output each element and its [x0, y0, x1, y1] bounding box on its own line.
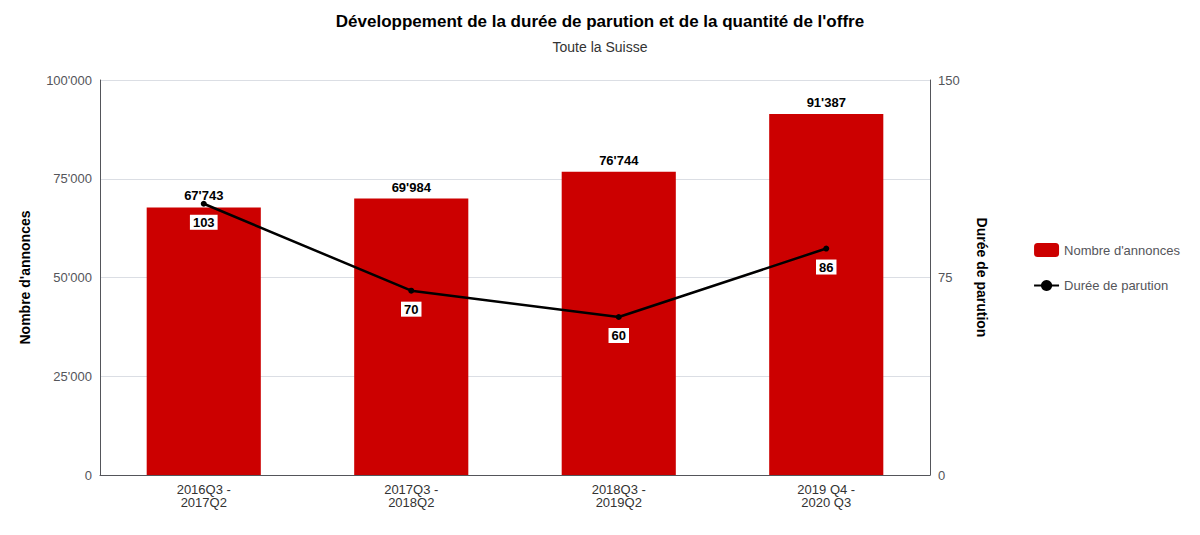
svg-text:75'000: 75'000: [53, 171, 92, 186]
svg-text:2019Q2: 2019Q2: [596, 495, 642, 510]
svg-text:Nombre d'annonces: Nombre d'annonces: [1064, 243, 1180, 258]
svg-text:60: 60: [612, 328, 626, 343]
svg-text:86: 86: [819, 260, 833, 275]
svg-text:50'000: 50'000: [53, 270, 92, 285]
svg-text:91'387: 91'387: [807, 95, 846, 110]
svg-text:150: 150: [938, 73, 960, 88]
svg-text:76'744: 76'744: [599, 153, 639, 168]
svg-text:70: 70: [404, 302, 418, 317]
svg-text:2017Q3 -: 2017Q3 -: [384, 482, 439, 497]
svg-text:2020 Q3: 2020 Q3: [801, 495, 851, 510]
svg-text:Développement de la durée de p: Développement de la durée de parution et…: [336, 12, 864, 31]
svg-text:2019 Q4 -: 2019 Q4 -: [797, 482, 856, 497]
svg-text:0: 0: [85, 468, 92, 483]
svg-text:100'000: 100'000: [46, 73, 92, 88]
svg-text:Durée de parution: Durée de parution: [974, 218, 990, 338]
svg-text:67'743: 67'743: [184, 188, 224, 204]
svg-text:0: 0: [938, 468, 945, 483]
svg-text:Durée de parution: Durée de parution: [1064, 278, 1168, 293]
svg-text:Toute la Suisse: Toute la Suisse: [553, 39, 648, 55]
svg-text:25'000: 25'000: [53, 369, 92, 384]
svg-text:103: 103: [193, 215, 215, 230]
svg-text:2016Q3 -: 2016Q3 -: [176, 482, 231, 497]
svg-text:2018Q3 -: 2018Q3 -: [591, 482, 646, 497]
svg-text:2017Q2: 2017Q2: [181, 495, 227, 510]
svg-text:69'984: 69'984: [392, 180, 432, 195]
svg-text:Nombre d'annonces: Nombre d'annonces: [17, 210, 33, 344]
svg-text:2018Q2: 2018Q2: [388, 495, 434, 510]
svg-text:75: 75: [938, 270, 952, 285]
